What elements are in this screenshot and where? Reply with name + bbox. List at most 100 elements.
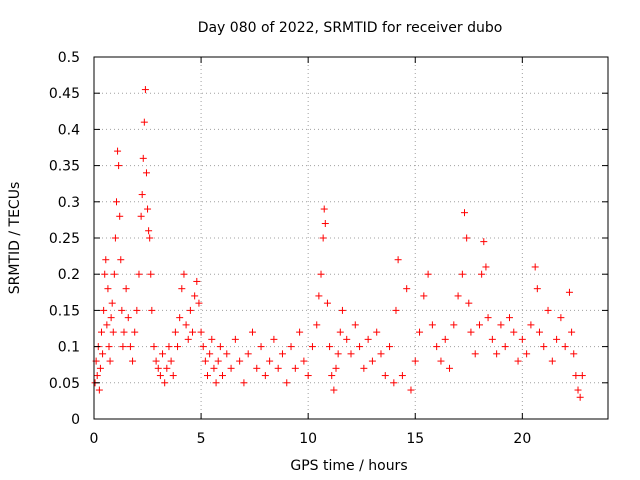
y-axis-label: SRMTID / TECUs xyxy=(7,182,23,295)
data-point xyxy=(334,350,342,358)
x-axis-label: GPS time / hours xyxy=(290,458,407,474)
data-point xyxy=(463,234,471,242)
data-point xyxy=(261,372,269,380)
data-point xyxy=(223,350,231,358)
data-point xyxy=(544,306,552,314)
y-tick-label: 0.3 xyxy=(58,195,80,211)
data-point xyxy=(126,343,134,351)
data-point xyxy=(478,270,486,278)
data-point xyxy=(159,350,167,358)
data-point xyxy=(102,256,110,264)
data-point xyxy=(336,328,344,336)
data-point xyxy=(578,372,586,380)
data-point xyxy=(197,328,205,336)
data-point xyxy=(248,328,256,336)
data-point xyxy=(117,256,125,264)
data-point xyxy=(424,270,432,278)
data-point xyxy=(332,364,340,372)
data-point xyxy=(497,321,505,329)
data-point xyxy=(146,234,154,242)
data-point xyxy=(319,234,327,242)
data-point xyxy=(482,263,490,271)
data-point xyxy=(169,372,177,380)
data-point xyxy=(338,306,346,314)
data-point xyxy=(112,198,120,206)
y-tick-label: 0.1 xyxy=(58,340,80,356)
data-point xyxy=(514,357,522,365)
data-point xyxy=(347,350,355,358)
data-point xyxy=(420,292,428,300)
data-point xyxy=(317,270,325,278)
data-point xyxy=(93,372,101,380)
data-point xyxy=(114,147,122,155)
data-point xyxy=(471,350,479,358)
data-point xyxy=(304,372,312,380)
data-point xyxy=(96,364,104,372)
data-point xyxy=(428,321,436,329)
data-point xyxy=(163,364,171,372)
data-point xyxy=(174,343,182,351)
chart-title: Day 080 of 2022, SRMTID for receiver dub… xyxy=(198,20,503,36)
y-tick-label: 0.25 xyxy=(49,231,80,247)
data-point xyxy=(518,335,526,343)
data-point xyxy=(461,209,469,217)
data-point xyxy=(411,357,419,365)
x-tick-label: 0 xyxy=(90,431,99,447)
data-point xyxy=(154,364,162,372)
y-tick-label: 0.4 xyxy=(58,122,80,138)
data-point xyxy=(139,154,147,162)
grid-lines xyxy=(94,57,608,419)
y-tick-label: 0.5 xyxy=(58,50,80,66)
data-point xyxy=(182,321,190,329)
data-point xyxy=(210,364,218,372)
y-tick-label: 0.05 xyxy=(49,376,80,392)
data-point xyxy=(320,205,328,213)
data-point xyxy=(291,364,299,372)
data-point xyxy=(572,372,580,380)
data-point xyxy=(118,306,126,314)
data-point xyxy=(144,205,152,213)
data-point xyxy=(458,270,466,278)
data-point xyxy=(296,328,304,336)
data-point xyxy=(195,299,203,307)
data-point xyxy=(403,285,411,293)
data-point xyxy=(360,364,368,372)
data-point xyxy=(107,314,115,322)
data-point xyxy=(454,292,462,300)
data-point xyxy=(356,343,364,351)
data-point xyxy=(147,270,155,278)
y-tick-label: 0.15 xyxy=(49,303,80,319)
data-point xyxy=(266,357,274,365)
data-point xyxy=(124,314,132,322)
y-tick-label: 0.2 xyxy=(58,267,80,283)
data-point xyxy=(180,270,188,278)
data-point xyxy=(253,364,261,372)
data-point xyxy=(101,270,109,278)
data-point xyxy=(257,343,265,351)
data-point xyxy=(565,288,573,296)
plot-frame xyxy=(93,56,609,420)
data-point xyxy=(570,350,578,358)
data-point xyxy=(283,379,291,387)
data-point xyxy=(227,364,235,372)
data-point xyxy=(150,343,158,351)
data-point xyxy=(313,321,321,329)
data-point xyxy=(156,372,164,380)
data-point xyxy=(351,321,359,329)
y-tick-label: 0.35 xyxy=(49,159,80,175)
data-point xyxy=(120,328,128,336)
data-point xyxy=(191,292,199,300)
data-point xyxy=(326,343,334,351)
data-point xyxy=(523,350,531,358)
data-point xyxy=(484,314,492,322)
data-point xyxy=(321,220,329,228)
data-point xyxy=(135,270,143,278)
data-point xyxy=(116,212,124,220)
data-point xyxy=(129,357,137,365)
data-point xyxy=(527,321,535,329)
y-tick-label: 0 xyxy=(71,412,80,428)
data-point xyxy=(119,343,127,351)
data-point xyxy=(95,386,103,394)
data-point xyxy=(441,335,449,343)
data-point xyxy=(373,328,381,336)
